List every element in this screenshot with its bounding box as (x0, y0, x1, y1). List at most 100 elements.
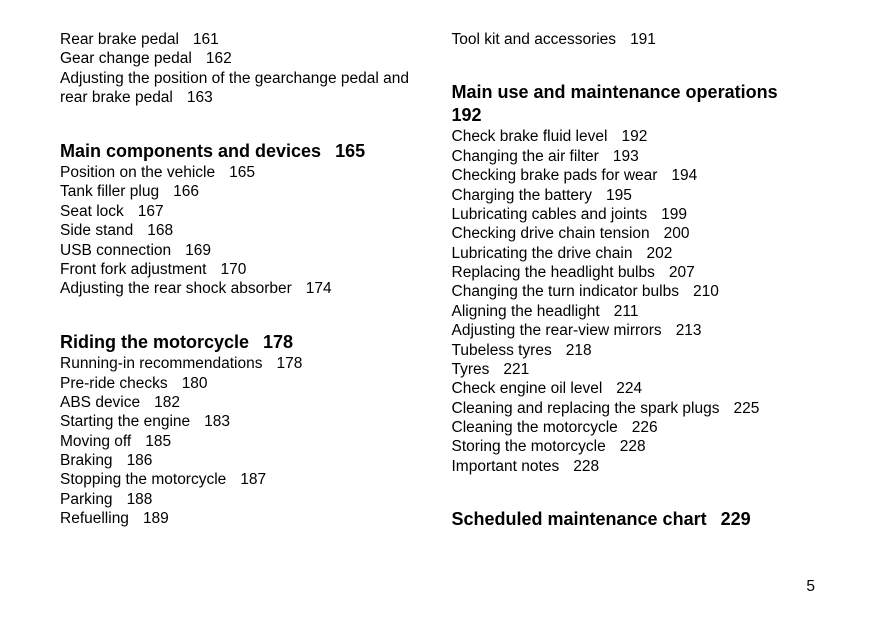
toc-entry: Changing the air filter193 (452, 147, 816, 166)
toc-entry: Tubeless tyres 218 (452, 341, 816, 360)
toc-entry-page: 161 (193, 31, 219, 48)
toc-entry: Important notes228 (452, 457, 816, 476)
toc-entry-label: Check brake fluid level (452, 128, 608, 145)
toc-entry-page: 199 (661, 206, 687, 223)
section-gap (452, 49, 816, 81)
toc-entry-page: 182 (154, 394, 180, 411)
toc-entry-label: Storing the motorcycle (452, 438, 606, 455)
toc-entry-label: Refuelling (60, 510, 129, 527)
toc-entry-label: Aligning the headlight (452, 303, 600, 320)
page-number: 5 (806, 578, 815, 596)
toc-entry: Starting the engine 183 (60, 412, 424, 431)
toc-entry-label: Cleaning the motorcycle (452, 419, 618, 436)
toc-heading-label: Main components and devices (60, 141, 321, 161)
toc-entry-label: Braking (60, 452, 113, 469)
toc-section-heading: Main components and devices 165 (60, 140, 424, 163)
toc-entry-label: Charging the battery (452, 187, 592, 204)
toc-entry-label: Position on the vehicle (60, 164, 215, 181)
toc-entry: Seat lock 167 (60, 202, 424, 221)
toc-entry-page: 188 (127, 491, 153, 508)
toc-entry-label: Starting the engine (60, 413, 190, 430)
toc-heading-page: 229 (721, 509, 751, 529)
toc-left-column: Rear brake pedal 161Gear change pedal 162 A… (60, 30, 424, 532)
toc-entry-label: Gear change pedal (60, 50, 192, 67)
toc-entry: Charging the battery 195 (452, 186, 816, 205)
toc-entry: Cleaning the motorcycle 226 (452, 418, 816, 437)
toc-entry: Side stand168 (60, 221, 424, 240)
toc-entry-page: 167 (138, 203, 164, 220)
toc-entry: Storing the motorcycle 228 (452, 437, 816, 456)
toc-entry-page: 170 (220, 261, 246, 278)
toc-entry-page: 168 (147, 222, 173, 239)
toc-entry-page: 174 (306, 280, 332, 297)
toc-entry: Cleaning and replacing the spark plugs22… (452, 399, 816, 418)
toc-entry-page: 200 (664, 225, 690, 242)
toc-entry-label: Stopping the motorcycle (60, 471, 226, 488)
toc-entry: ABS device 182 (60, 393, 424, 412)
toc-entry-label: Cleaning and replacing the spark plugs (452, 400, 720, 417)
toc-entry-label: Pre-ride checks (60, 375, 168, 392)
toc-entry-page: 226 (632, 419, 658, 436)
toc-entry-page: 193 (613, 148, 639, 165)
toc-heading-label: Riding the motorcycle (60, 332, 249, 352)
toc-entry-page: 221 (503, 361, 529, 378)
toc-entry-page: 192 (621, 128, 647, 145)
toc-entry: Tool kit and accessories 191 (452, 30, 816, 49)
toc-entry: Rear brake pedal 161 (60, 30, 424, 49)
toc-entry-page: 191 (630, 31, 656, 48)
toc-entry-label: Seat lock (60, 203, 124, 220)
toc-entry-page: 169 (185, 242, 211, 259)
toc-entry-page: 186 (127, 452, 153, 469)
section-gap (452, 476, 816, 508)
toc-entry-page: 228 (620, 438, 646, 455)
toc-heading-page: 178 (263, 332, 293, 352)
toc-entry: Lubricating the drive chain202 (452, 244, 816, 263)
toc-entry-label: Tank filler plug (60, 183, 159, 200)
toc-entry: Braking 186 (60, 451, 424, 470)
toc-entry-label: Important notes (452, 458, 560, 475)
toc-entry: Refuelling189 (60, 509, 424, 528)
toc-entry-label: Changing the turn indicator bulbs (452, 283, 679, 300)
toc-entry-page: 213 (676, 322, 702, 339)
toc-entry: Pre-ride checks 180 (60, 374, 424, 393)
toc-entry-page: 218 (566, 342, 592, 359)
toc-entry-label: Replacing the headlight bulbs (452, 264, 655, 281)
toc-entry: Gear change pedal 162 (60, 49, 424, 68)
toc-entry-page: 194 (671, 167, 697, 184)
toc-entry-label: Tool kit and accessories (452, 31, 617, 48)
toc-entry-label: Tyres (452, 361, 490, 378)
toc-entry-page: 162 (206, 50, 232, 67)
toc-entry-page: 178 (276, 355, 302, 372)
section-gap (60, 299, 424, 331)
section-gap (60, 108, 424, 140)
toc-entry: Aligning the headlight 211 (452, 302, 816, 321)
toc-entry-label: Rear brake pedal (60, 31, 179, 48)
toc-entry-page: 195 (606, 187, 632, 204)
toc-entry-page: 166 (173, 183, 199, 200)
toc-entry-page: 185 (145, 433, 171, 450)
toc-entry-page: 183 (204, 413, 230, 430)
toc-heading-page: 165 (335, 141, 365, 161)
toc-entry: Adjusting the position of the gearchange… (60, 69, 424, 108)
toc-entry: Checking brake pads for wear194 (452, 166, 816, 185)
toc-entry: Lubricating cables and joints 199 (452, 205, 816, 224)
toc-entry-label: USB connection (60, 242, 171, 259)
toc-entry: Replacing the headlight bulbs 207 (452, 263, 816, 282)
toc-entry: Position on the vehicle165 (60, 163, 424, 182)
toc-entry-label: ABS device (60, 394, 140, 411)
toc-right-column: Tool kit and accessories191Main use and … (452, 30, 816, 532)
toc-columns: Rear brake pedal 161Gear change pedal 162 A… (60, 30, 815, 532)
toc-entry-label: Tubeless tyres (452, 342, 552, 359)
toc-entry: Check brake fluid level 192 (452, 127, 816, 146)
toc-entry: Changing the turn indicator bulbs210 (452, 282, 816, 301)
toc-entry: Adjusting the rear shock absorber174 (60, 279, 424, 298)
toc-section-heading: Riding the motorcycle 178 (60, 331, 424, 354)
toc-entry: Running-in recommendations178 (60, 354, 424, 373)
toc-entry-page: 211 (614, 303, 639, 320)
toc-entry-label: Lubricating cables and joints (452, 206, 648, 223)
toc-entry: Tyres 221 (452, 360, 816, 379)
toc-entry: Checking drive chain tension200 (452, 224, 816, 243)
toc-entry-page: 207 (669, 264, 695, 281)
toc-entry-label: Moving off (60, 433, 131, 450)
toc-entry-page: 180 (182, 375, 208, 392)
